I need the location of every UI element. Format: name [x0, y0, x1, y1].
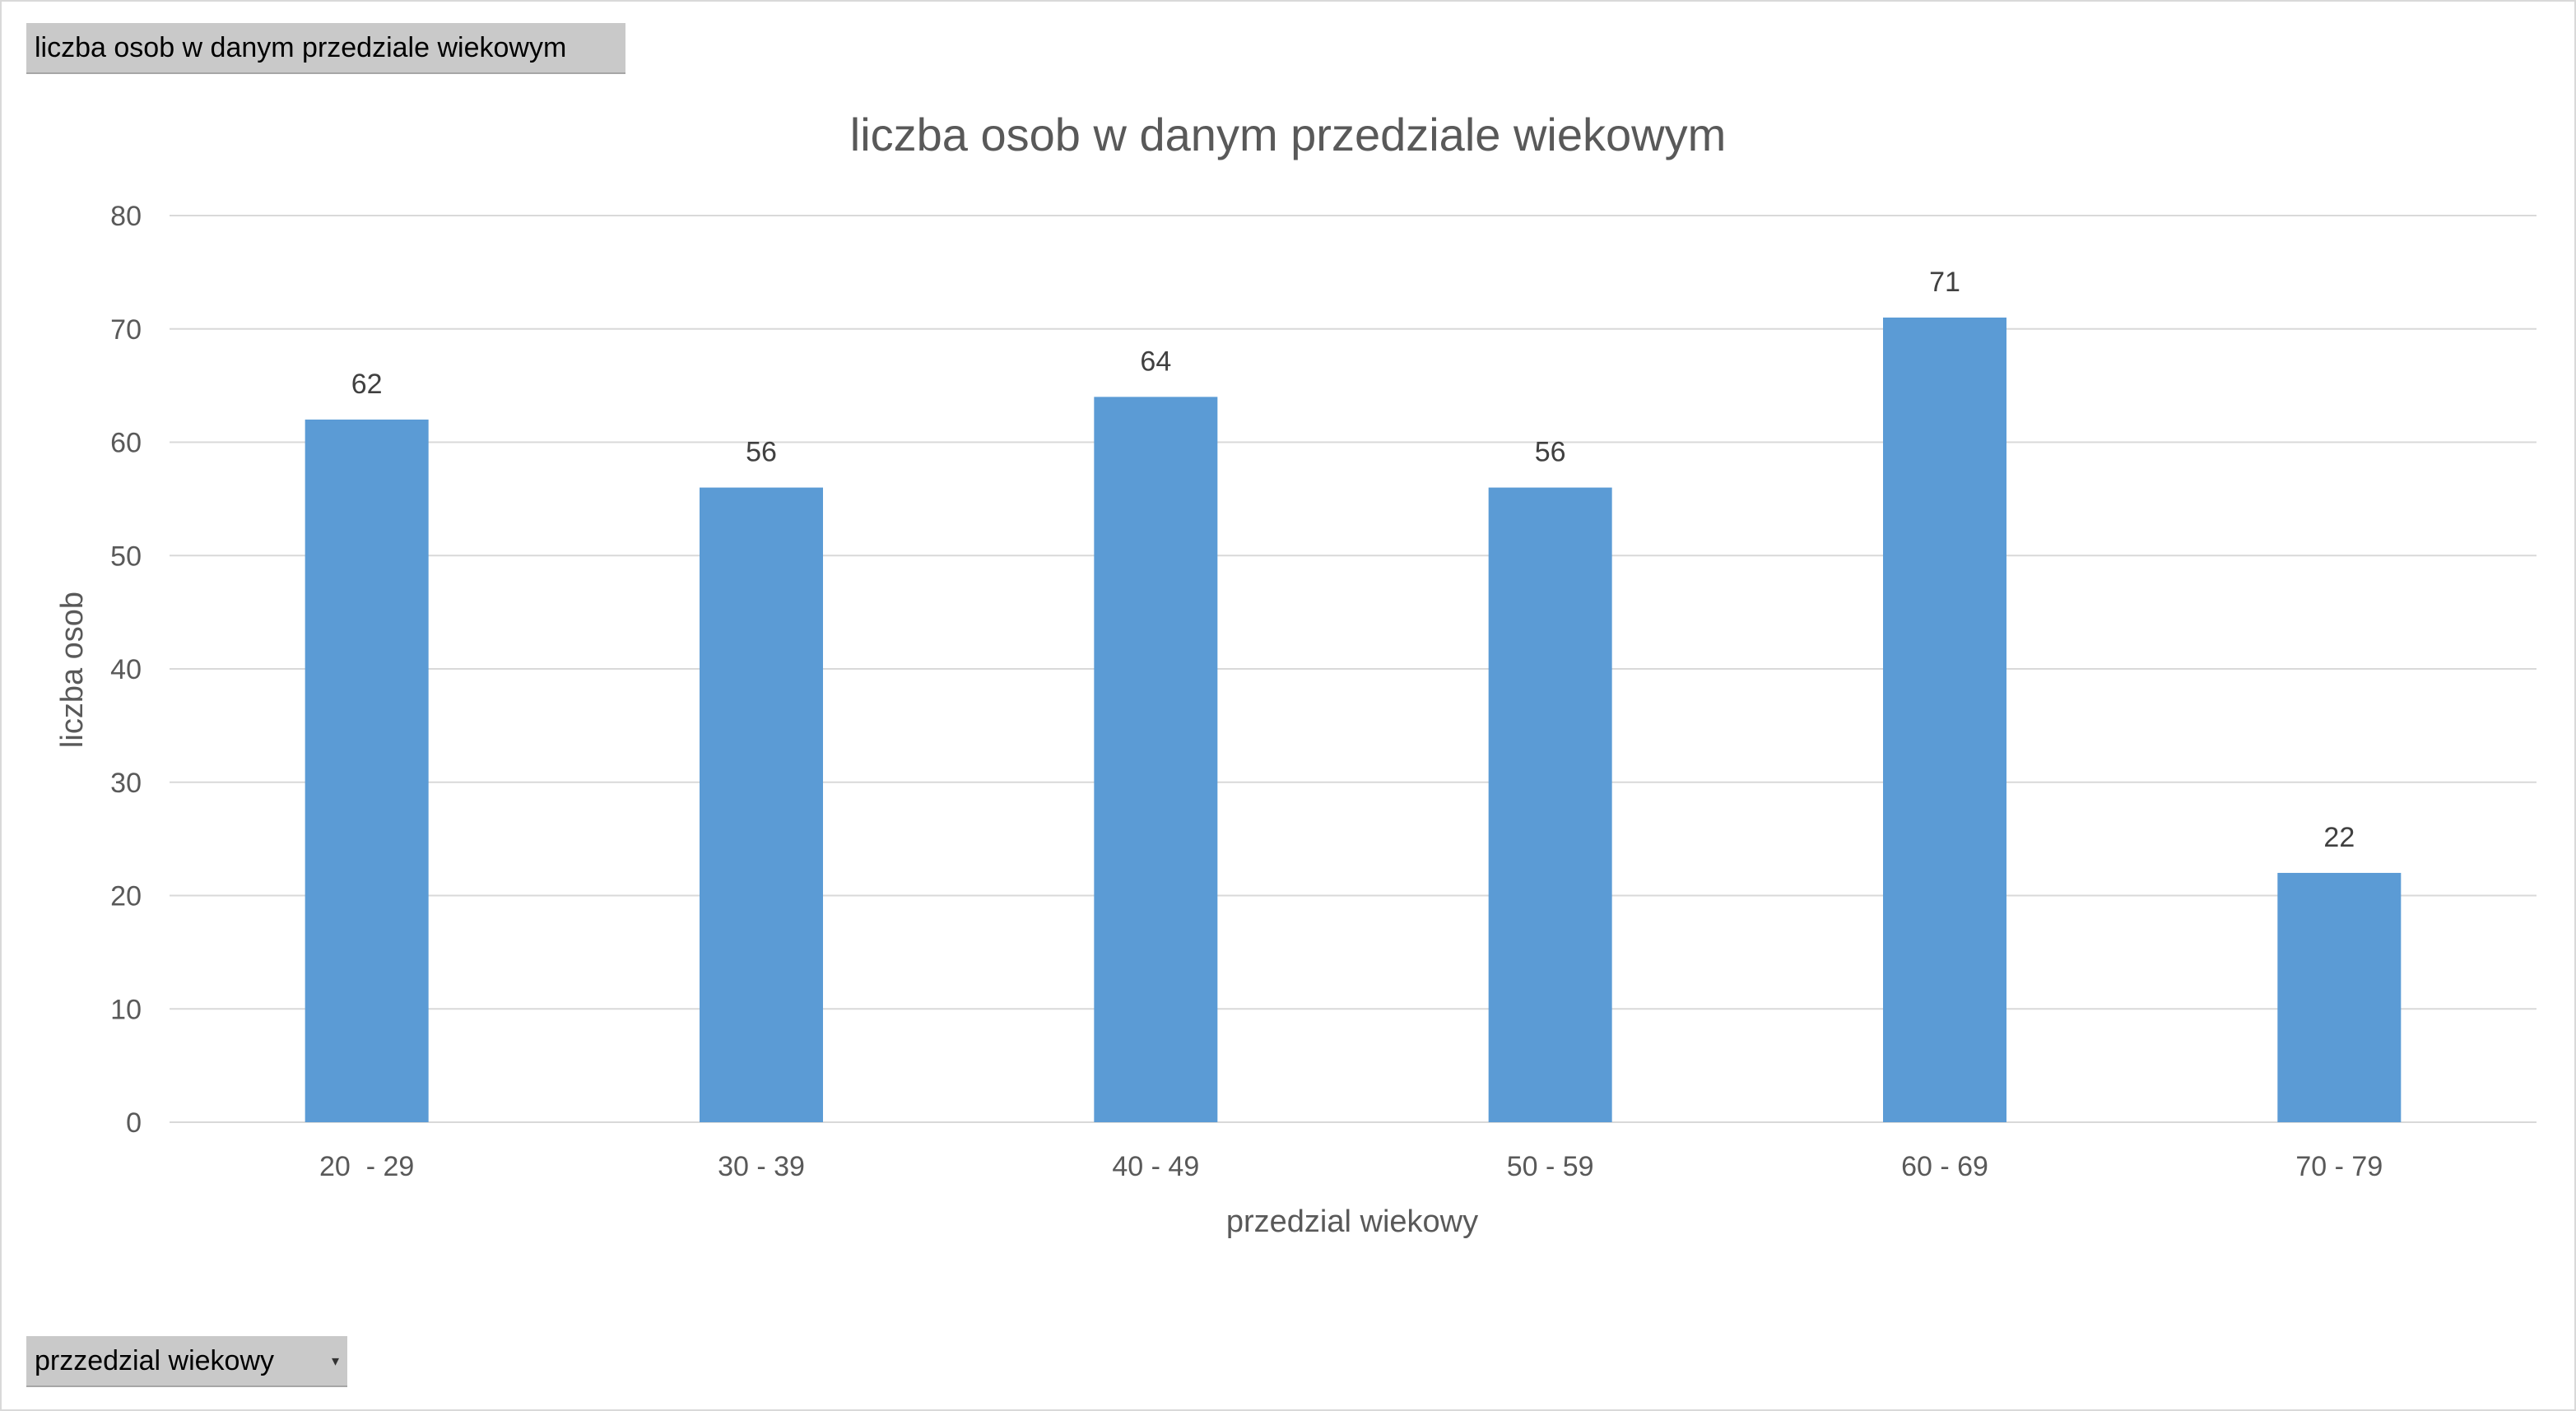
y-tick-label: 0 [126, 1107, 142, 1139]
value-field-label: liczba osob w danym przedziale wiekowym [35, 32, 567, 63]
x-axis-title: przedzial wiekowy [1226, 1204, 1478, 1239]
data-label: 56 [746, 437, 777, 468]
chart-title: liczba osob w danym przedziale wiekowym [850, 109, 1726, 160]
bar[interactable] [2277, 872, 2402, 1122]
axis-field-button[interactable]: przzedzial wiekowy ▾ [26, 1336, 347, 1387]
data-label: 71 [1929, 267, 1960, 298]
x-tick-label: 20 - 29 [319, 1151, 414, 1182]
y-tick-labels: 0 10 20 30 40 50 60 70 80 [110, 201, 142, 1139]
value-field-button[interactable]: liczba osob w danym przedziale wiekowym [26, 23, 625, 74]
data-label: 64 [1140, 346, 1171, 377]
gridlines [170, 215, 2536, 1123]
x-tick-label: 70 - 79 [2295, 1151, 2383, 1182]
y-tick-label: 30 [110, 768, 142, 799]
bar[interactable] [1883, 317, 2006, 1123]
bar[interactable] [700, 487, 823, 1122]
y-tick-label: 50 [110, 541, 142, 572]
x-tick-label: 50 - 59 [1507, 1151, 1594, 1182]
dropdown-arrow-icon[interactable]: ▾ [331, 1353, 339, 1369]
data-labels: 62 56 64 56 71 22 [351, 267, 2355, 853]
data-label: 22 [2323, 822, 2355, 853]
bar[interactable] [305, 419, 429, 1122]
bars [305, 317, 2402, 1123]
bar[interactable] [1488, 487, 1612, 1122]
y-tick-label: 40 [110, 654, 142, 685]
bar[interactable] [1094, 397, 1218, 1122]
x-tick-label: 60 - 69 [1901, 1151, 1988, 1182]
y-tick-label: 70 [110, 314, 142, 346]
y-tick-label: 60 [110, 428, 142, 459]
y-axis-title: liczba osob [55, 592, 90, 748]
x-tick-labels: 20 - 29 30 - 39 40 - 49 50 - 59 60 - 69 70 - … [319, 1151, 2383, 1182]
data-label: 56 [1535, 437, 1566, 468]
axis-field-label: przzedzial wiekowy [35, 1345, 274, 1376]
x-tick-label: 30 - 39 [718, 1151, 805, 1182]
data-label: 62 [351, 369, 383, 400]
y-tick-label: 10 [110, 994, 142, 1025]
y-tick-label: 20 [110, 881, 142, 912]
y-tick-label: 80 [110, 201, 142, 232]
x-tick-label: 40 - 49 [1112, 1151, 1199, 1182]
